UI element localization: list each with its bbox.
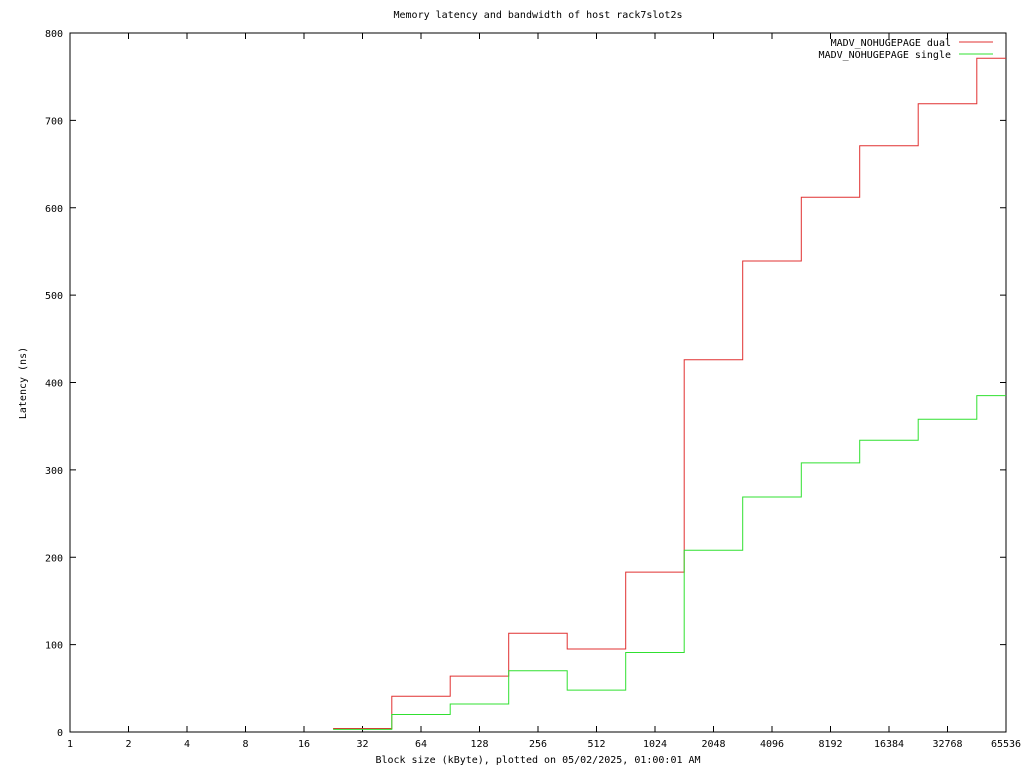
x-tick-label: 1 (67, 739, 73, 750)
x-tick-label: 64 (415, 739, 427, 750)
x-tick-label: 16384 (874, 739, 904, 750)
x-tick-label: 4 (184, 739, 190, 750)
y-tick-label: 800 (45, 29, 63, 40)
x-tick-label: 8192 (818, 739, 842, 750)
y-tick-label: 500 (45, 291, 63, 302)
x-axis-label: Block size (kByte), plotted on 05/02/202… (375, 755, 700, 766)
x-tick-label: 32 (356, 739, 368, 750)
y-tick-label: 100 (45, 641, 63, 652)
legend-label: MADV_NOHUGEPAGE single (819, 50, 951, 61)
series-line (333, 395, 1006, 730)
plot-frame (69, 32, 1007, 733)
y-axis-label: Latency (ns) (18, 347, 29, 419)
x-tick-label: 128 (470, 739, 488, 750)
x-tick-label: 256 (529, 739, 547, 750)
y-tick-label: 600 (45, 204, 63, 215)
y-tick-label: 300 (45, 466, 63, 477)
y-tick-label: 0 (57, 728, 63, 739)
x-tick-label: 512 (587, 739, 605, 750)
axis-ticks: 1 2 4 8 16 32 64 128 256 512 1024 2048 4096 8192 16384… (45, 29, 1021, 750)
y-tick-label: 400 (45, 379, 63, 390)
x-tick-label: 16 (298, 739, 310, 750)
x-tick-label: 1024 (643, 739, 667, 750)
legend-label: MADV_NOHUGEPAGE dual (831, 38, 951, 49)
chart-title: Memory latency and bandwidth of host rac… (394, 10, 683, 21)
y-tick-label: 200 (45, 553, 63, 564)
x-tick-label: 2 (125, 739, 131, 750)
x-tick-label: 65536 (991, 739, 1021, 750)
x-tick-label: 4096 (760, 739, 784, 750)
x-tick-label: 2048 (701, 739, 725, 750)
y-tick-label: 700 (45, 116, 63, 127)
x-tick-label: 32768 (932, 739, 962, 750)
x-tick-label: 8 (242, 739, 248, 750)
series-line (333, 57, 1006, 729)
series-group (333, 57, 1006, 730)
